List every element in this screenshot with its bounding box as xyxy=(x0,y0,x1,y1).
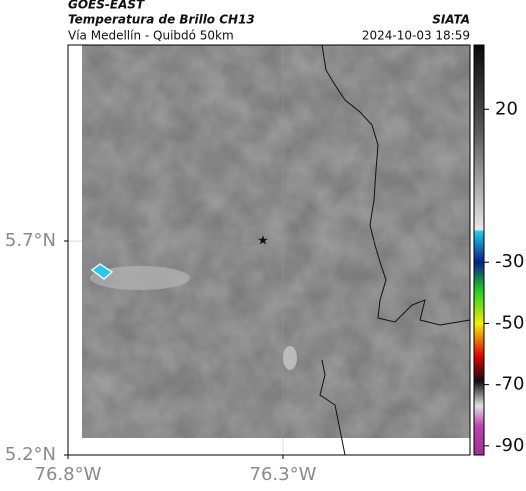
source-label: SIATA xyxy=(432,13,470,27)
cloud-texture xyxy=(82,45,470,438)
colorbar-tick-label: -50 xyxy=(495,312,524,333)
colorbar-tick-label: -30 xyxy=(495,251,524,272)
colorbar-tick-label: 20 xyxy=(495,98,518,119)
y-tick-label: 5.2°N xyxy=(5,444,56,465)
map-frame xyxy=(67,44,471,456)
product-title: Temperatura de Brillo CH13 xyxy=(68,13,255,27)
bright-cloud xyxy=(283,346,297,370)
map-panel: ★ xyxy=(67,44,471,456)
cold-cloud-top xyxy=(90,263,114,280)
border-line xyxy=(321,44,471,326)
datetime-label: 2024-10-03 18:59 xyxy=(362,29,470,43)
location-marker: ★ xyxy=(257,234,269,249)
colorbar-scale xyxy=(473,44,485,456)
colorbar-tick-label: -70 xyxy=(495,374,524,395)
border-line xyxy=(319,359,346,456)
x-tick-label: 76.8°W xyxy=(35,464,102,485)
colorbar xyxy=(473,44,485,456)
satellite-label: GOES-EAST xyxy=(68,0,145,12)
y-tick-label: 5.7°N xyxy=(5,230,56,251)
x-tick-label: 76.3°W xyxy=(250,464,317,485)
bright-cloud xyxy=(90,266,190,290)
route-label: Vía Medellín - Quibdó 50km xyxy=(68,29,234,43)
colorbar-tick-label: -90 xyxy=(495,435,524,456)
